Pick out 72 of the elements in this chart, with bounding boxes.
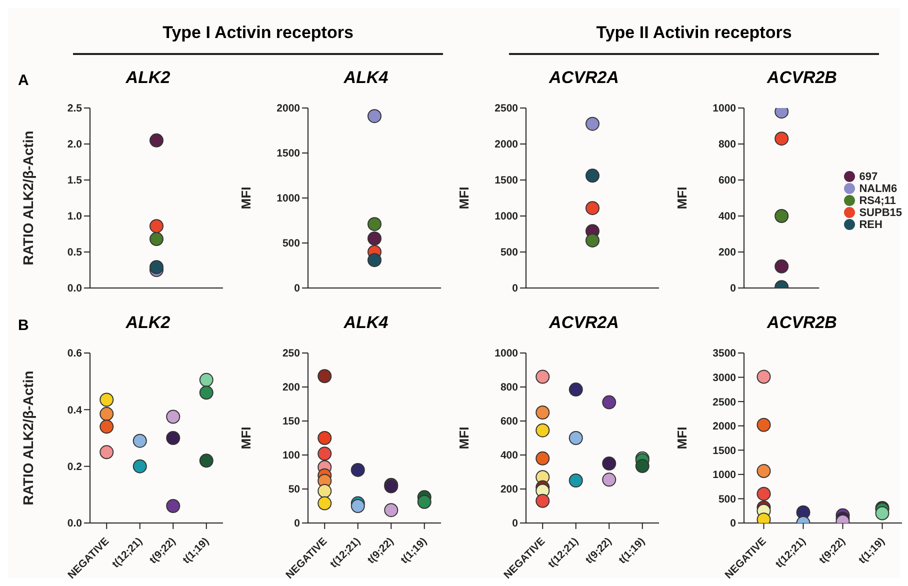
y-tick-label: 0 (294, 282, 300, 295)
chart-title: ALK2 (124, 68, 172, 89)
y-tick-label: 2000 (276, 102, 300, 115)
y-tick-label: 1500 (712, 444, 736, 457)
y-tick-label: 1000 (712, 469, 736, 482)
y-tick-label: 0 (730, 518, 736, 530)
y-tick-label: 500 (282, 238, 300, 250)
chart-title: ALK4 (342, 68, 390, 89)
y-tick-label: 1.0 (67, 210, 82, 223)
y-tick-label: 600 (718, 174, 736, 187)
y-axis-title: RATIO ALK2/β-Actin (20, 130, 36, 266)
y-tick-label: 0 (730, 282, 736, 295)
legend-label: NALM6 (859, 182, 898, 194)
chart-title: ACVR2B (766, 68, 838, 89)
text: Type I Activin receptors (73, 23, 443, 55)
y-tick-label: 250 (282, 348, 300, 360)
y-axis-title: MFI (456, 426, 472, 450)
y-tick-label: 50 (288, 484, 300, 496)
y-tick-label: 500 (718, 493, 736, 506)
chart-title: ACVR2A (548, 68, 620, 89)
y-tick-label: 0.5 (67, 246, 82, 259)
y-axis-title: MFI (674, 426, 690, 450)
y-tick-label: 500 (500, 246, 518, 259)
y-tick-label: 600 (500, 416, 518, 428)
y-tick-label: 200 (282, 382, 300, 394)
y-axis-title: MFI (674, 186, 690, 210)
text: B (18, 317, 29, 334)
y-tick-label: 0.4 (67, 404, 82, 416)
chart-title: ALK4 (342, 313, 390, 334)
y-tick-label: 150 (282, 416, 300, 428)
y-tick-label: 0 (512, 518, 518, 530)
legend-label: RS4;11 (859, 194, 896, 206)
y-tick-label: 200 (718, 246, 736, 259)
y-tick-label: 2000 (712, 420, 736, 433)
y-tick-label: 1000 (494, 348, 518, 360)
y-tick-label: 1000 (712, 102, 736, 115)
y-tick-label: 2.5 (67, 102, 82, 115)
y-tick-label: 0.0 (67, 282, 82, 295)
y-tick-label: 800 (500, 382, 518, 394)
y-axis-title: MFI (238, 186, 254, 210)
y-tick-label: 0.0 (67, 518, 82, 530)
y-tick-label: 1.5 (67, 174, 82, 187)
y-tick-label: 1500 (494, 174, 518, 187)
chart-title: ALK2 (124, 313, 172, 334)
y-tick-label: 0 (512, 282, 518, 295)
chart-title: ACVR2A (548, 313, 620, 334)
text: A (18, 72, 29, 89)
legend-label: SUPB15 (859, 206, 902, 218)
chart-title: ACVR2B (766, 313, 838, 334)
y-tick-label: 200 (500, 484, 518, 496)
legend-label: REH (859, 218, 882, 230)
y-tick-label: 400 (718, 210, 736, 223)
y-axis-title: RATIO ALK2/β-Actin (20, 370, 36, 506)
y-tick-label: 2500 (712, 396, 736, 408)
y-tick-label: 0.2 (67, 461, 82, 474)
y-tick-label: 1000 (494, 210, 518, 223)
y-tick-label: 0 (294, 518, 300, 530)
y-axis-title: MFI (238, 426, 254, 450)
y-tick-label: 800 (718, 138, 736, 151)
y-tick-label: 1000 (276, 192, 300, 205)
y-tick-label: 3000 (712, 372, 736, 384)
y-tick-label: 2500 (494, 102, 518, 115)
y-tick-label: 100 (282, 450, 300, 462)
y-tick-label: 2000 (494, 138, 518, 151)
y-tick-label: 0.6 (67, 348, 82, 360)
y-tick-label: 3500 (712, 348, 736, 360)
text: Type II Activin receptors (509, 23, 879, 55)
y-tick-label: 2.0 (67, 138, 82, 151)
y-axis-title: MFI (456, 186, 472, 210)
legend-label: 697 (859, 170, 878, 182)
y-tick-label: 400 (500, 450, 518, 462)
y-tick-label: 1500 (276, 148, 300, 160)
